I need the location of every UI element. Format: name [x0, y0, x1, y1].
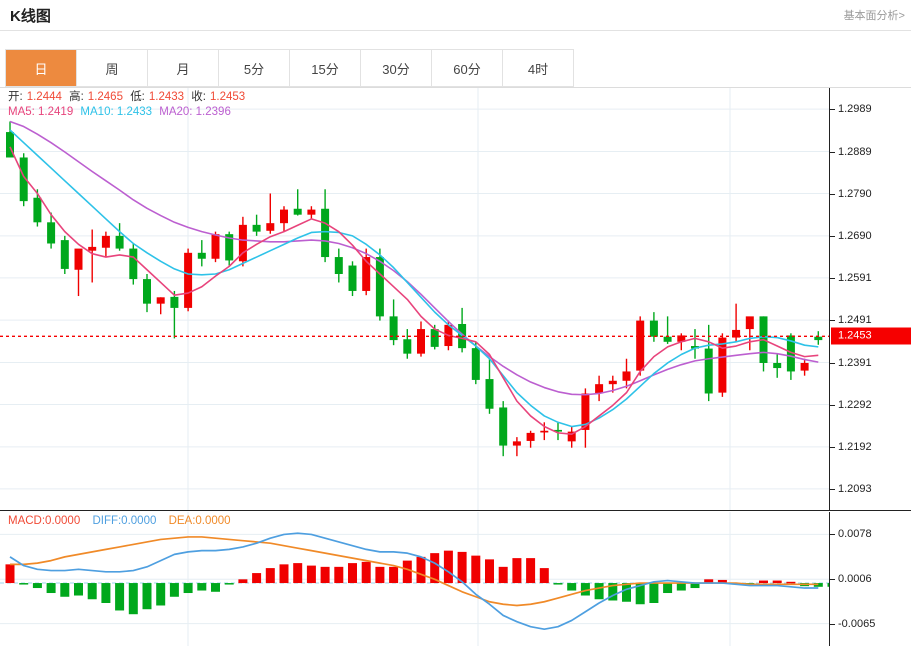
price-tick	[830, 404, 835, 406]
low-value: 1.2433	[148, 91, 185, 103]
price-tick-label: 1.2889	[838, 145, 872, 158]
price-tick	[830, 193, 835, 195]
macd-tick-label: 0.0078	[838, 528, 872, 541]
ma-row: MA5: 1.2419 MA10: 1.2433 MA20: 1.2396	[8, 105, 249, 120]
high-value: 1.2465	[87, 91, 123, 103]
price-tick-label: 1.2790	[838, 187, 872, 200]
price-tick	[830, 488, 835, 490]
open-value: 1.2444	[26, 91, 62, 103]
macd-tick	[830, 623, 835, 625]
price-tick-label: 1.2989	[838, 103, 872, 116]
price-tick-label: 1.2690	[838, 229, 872, 242]
tab-1[interactable]: 周	[77, 50, 148, 86]
tab-7[interactable]: 4时	[503, 50, 574, 86]
current-price-marker: 1.2453	[831, 327, 911, 345]
macd-axis: 0.0078 0.0006 -0.0065	[829, 512, 911, 646]
close-label: 收:	[191, 91, 206, 103]
price-tick	[830, 109, 835, 111]
low-label: 低:	[130, 91, 145, 103]
tab-5[interactable]: 30分	[361, 50, 432, 86]
price-axis: 1.2989 1.2889 1.2790 1.2690 1.2591 1.2491 1.23…	[829, 88, 911, 510]
tab-6[interactable]: 60分	[432, 50, 503, 86]
price-legend: 开: 1.2444 高: 1.2465 低: 1.2433 收: 1.2453 MA5:…	[8, 90, 249, 120]
price-tick-label: 1.2192	[838, 440, 872, 453]
high-label: 高:	[69, 91, 84, 103]
dea-value: DEA:0.0000	[168, 515, 231, 527]
tab-3[interactable]: 5分	[219, 50, 290, 86]
diff-value: DIFF:0.0000	[92, 515, 157, 527]
ohlc-row: 开: 1.2444 高: 1.2465 低: 1.2433 收: 1.2453	[8, 90, 249, 105]
price-tick	[830, 362, 835, 364]
tab-0[interactable]: 日	[6, 50, 77, 86]
macd-panel: MACD:0.0000 DIFF:0.0000 DEA:0.0000 0.007…	[0, 512, 911, 646]
macd-tick-label: 0.0006	[838, 573, 872, 586]
price-tick	[830, 151, 835, 153]
price-tick-label: 1.2292	[838, 398, 872, 411]
macd-legend: MACD:0.0000 DIFF:0.0000 DEA:0.0000	[8, 515, 240, 527]
price-tick-label: 1.2491	[838, 314, 872, 327]
fundamental-analysis-link[interactable]: 基本面分析>	[843, 10, 905, 22]
macd-tick	[830, 579, 835, 581]
timeframe-tabbar: 日周月 5分 15分 30分 60分 4时	[0, 49, 911, 87]
chart-frame: 开: 1.2444 高: 1.2465 低: 1.2433 收: 1.2453 MA5:…	[0, 87, 911, 646]
macd-plot[interactable]	[0, 512, 829, 646]
timeframe-tabs: 日周月 5分 15分 30分 60分 4时	[5, 49, 574, 87]
price-panel: 开: 1.2444 高: 1.2465 低: 1.2433 收: 1.2453 MA5:…	[0, 88, 911, 511]
close-value: 1.2453	[209, 91, 246, 103]
tab-4[interactable]: 15分	[290, 50, 361, 86]
macd-value: MACD:0.0000	[8, 515, 81, 527]
price-tick-label: 1.2391	[838, 356, 872, 369]
price-tick	[830, 277, 835, 279]
price-plot[interactable]	[0, 88, 829, 510]
price-tick	[830, 320, 835, 322]
price-tick-label: 1.2591	[838, 271, 872, 284]
ma5-legend: MA5: 1.2419	[8, 106, 74, 118]
tab-2[interactable]: 月	[148, 50, 219, 86]
page-header: K线图 基本面分析>	[0, 0, 911, 31]
price-tick	[830, 446, 835, 448]
open-label: 开:	[8, 91, 23, 103]
price-tick	[830, 235, 835, 237]
ma10-legend: MA10: 1.2433	[80, 106, 153, 118]
macd-tick	[830, 534, 835, 536]
price-tick-label: 1.2093	[838, 482, 872, 495]
page-title: K线图	[10, 8, 51, 25]
macd-tick-label: -0.0065	[838, 617, 876, 630]
ma20-legend: MA20: 1.2396	[159, 106, 231, 118]
